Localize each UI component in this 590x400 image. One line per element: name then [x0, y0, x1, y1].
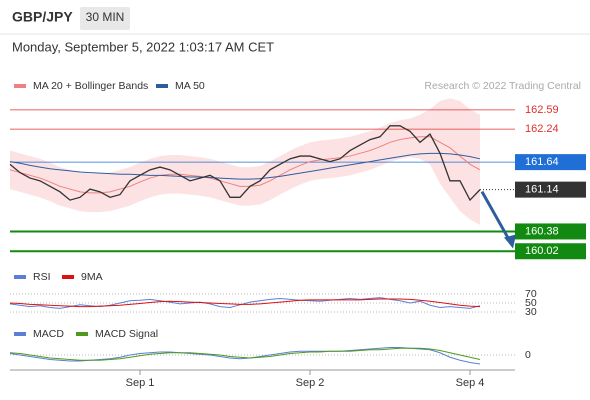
x-tick-label: Sep 2 — [296, 377, 325, 389]
indicator-line — [9, 297, 481, 309]
legend-label: 9MA — [81, 271, 103, 283]
legend-label: MACD Signal — [95, 328, 158, 340]
y-tick-label: 0 — [525, 349, 531, 361]
level-box — [515, 223, 586, 240]
price-line — [9, 125, 481, 202]
level-box — [515, 243, 586, 260]
level-label: 161.64 — [525, 156, 559, 168]
y-tick-label: 30 — [525, 306, 537, 318]
indicator-line — [9, 298, 481, 308]
ma-line — [9, 152, 481, 180]
bollinger-band — [10, 98, 480, 225]
legend-label: RSI — [33, 271, 51, 283]
legend-label: MA 20 + Bollinger Bands — [33, 80, 148, 92]
level-label: 162.59 — [525, 104, 559, 116]
legend-swatch — [14, 84, 26, 88]
y-tick-label: 70 — [525, 288, 537, 300]
level-box — [515, 181, 586, 198]
forecast-arrow — [480, 190, 512, 243]
legend-swatch — [14, 332, 26, 336]
legend-swatch — [14, 275, 26, 279]
x-tick-label: Sep 1 — [126, 377, 155, 389]
legend-label: MACD — [33, 328, 64, 340]
interval-box[interactable] — [80, 7, 130, 30]
level-label: 162.24 — [525, 123, 559, 135]
datetime: Monday, September 5, 2022 1:03:17 AM CET — [12, 39, 274, 54]
y-tick-label: 50 — [525, 297, 537, 309]
legend-swatch — [62, 275, 74, 279]
forecast-arrow-head — [504, 234, 516, 249]
symbol: GBP/JPY — [12, 9, 73, 25]
credit: Research © 2022 Trading Central — [424, 80, 581, 92]
legend-swatch — [156, 84, 168, 88]
legend-label: MA 50 — [175, 80, 205, 92]
level-label: 161.14 — [525, 184, 559, 196]
x-tick-label: Sep 4 — [456, 377, 485, 389]
level-label: 160.38 — [525, 225, 559, 237]
indicator-line — [9, 347, 481, 361]
ma-line — [9, 136, 481, 194]
indicator-line — [9, 347, 481, 365]
level-box — [515, 154, 586, 171]
interval[interactable]: 30 MIN — [86, 10, 125, 24]
legend-swatch — [76, 332, 88, 336]
level-label: 160.02 — [525, 245, 559, 257]
